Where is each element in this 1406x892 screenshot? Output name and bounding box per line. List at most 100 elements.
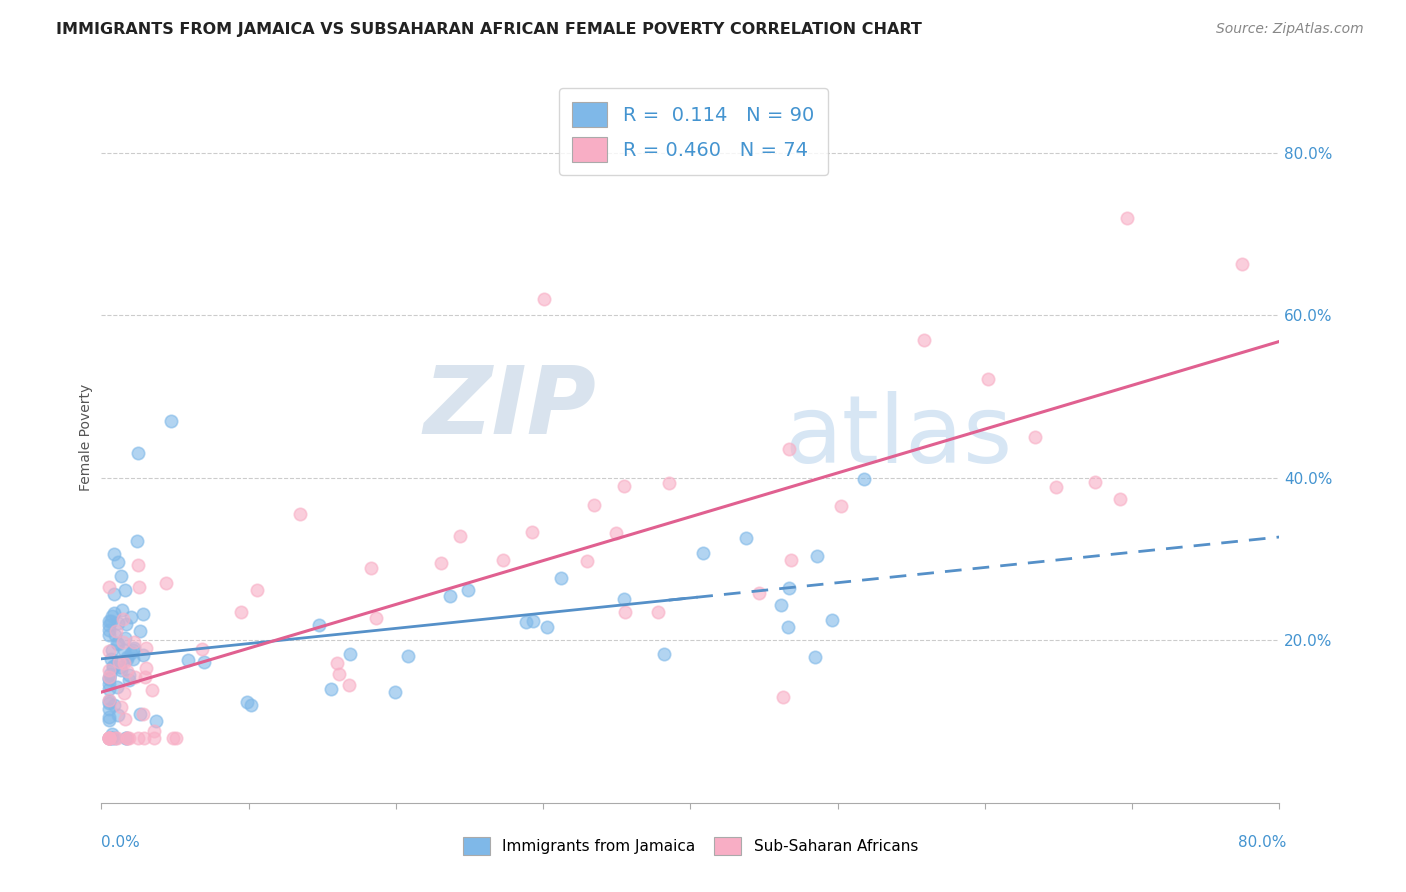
Point (111, 634, 134, 648)
Point (128, 580, 150, 594)
Point (246, 583, 269, 598)
Point (125, 534, 148, 549)
Point (97, 731, 120, 745)
Point (536, 620, 558, 634)
Point (107, 708, 129, 723)
Point (115, 665, 138, 679)
Point (128, 706, 150, 721)
Point (110, 660, 132, 674)
Point (117, 731, 139, 745)
Point (692, 546, 714, 560)
Point (97, 681, 120, 696)
Point (769, 599, 792, 613)
Point (326, 656, 349, 670)
Point (103, 548, 125, 562)
Point (97, 731, 120, 745)
Point (97, 580, 120, 594)
Point (240, 698, 263, 713)
Point (132, 731, 155, 745)
Point (449, 529, 471, 543)
Point (118, 668, 141, 682)
Point (319, 681, 342, 696)
Point (439, 589, 461, 603)
Point (145, 714, 167, 728)
Point (110, 663, 132, 677)
Point (103, 698, 125, 712)
Point (155, 576, 177, 591)
Point (1084, 475, 1107, 490)
Point (97, 694, 120, 708)
Point (134, 670, 156, 684)
Point (613, 592, 636, 607)
Point (129, 624, 152, 638)
Point (108, 655, 131, 669)
Point (107, 637, 129, 651)
Point (97, 731, 120, 745)
Point (110, 699, 132, 714)
Point (104, 624, 127, 638)
Point (107, 636, 129, 650)
Point (576, 554, 599, 568)
Point (114, 632, 136, 646)
Text: IMMIGRANTS FROM JAMAICA VS SUBSAHARAN AFRICAN FEMALE POVERTY CORRELATION CHART: IMMIGRANTS FROM JAMAICA VS SUBSAHARAN AF… (56, 22, 922, 37)
Point (127, 731, 149, 745)
Point (912, 333, 935, 347)
Point (122, 641, 145, 656)
Point (101, 658, 124, 673)
Point (107, 654, 129, 668)
Point (165, 731, 187, 745)
Point (105, 680, 128, 694)
Point (520, 524, 543, 539)
Point (100, 651, 122, 665)
Point (1109, 491, 1132, 506)
Point (772, 690, 794, 705)
Point (114, 712, 136, 726)
Point (778, 581, 800, 595)
Point (120, 646, 142, 660)
Point (515, 615, 537, 629)
Legend: Immigrants from Jamaica, Sub-Saharan Africans: Immigrants from Jamaica, Sub-Saharan Afr… (457, 831, 924, 861)
Point (132, 607, 155, 621)
Point (122, 652, 145, 666)
Point (533, 292, 555, 306)
Point (112, 656, 135, 670)
Point (162, 731, 184, 745)
Text: atlas: atlas (785, 391, 1012, 483)
Point (115, 652, 138, 666)
Point (100, 727, 122, 741)
Point (780, 553, 803, 567)
Point (107, 615, 129, 630)
Point (103, 587, 125, 601)
Point (231, 606, 253, 620)
Point (457, 583, 479, 598)
Point (110, 569, 132, 583)
Point (748, 586, 770, 600)
Point (127, 446, 149, 460)
Point (190, 642, 212, 657)
Point (143, 724, 166, 739)
Point (101, 609, 124, 624)
Point (103, 660, 125, 674)
Point (97, 618, 120, 632)
Point (492, 553, 515, 567)
Point (97, 623, 120, 637)
Point (115, 650, 138, 665)
Point (97, 672, 120, 686)
Point (135, 641, 157, 656)
Point (112, 643, 135, 657)
Point (605, 526, 627, 541)
Point (339, 647, 361, 661)
Point (115, 731, 138, 745)
Point (308, 617, 330, 632)
Point (522, 614, 544, 628)
Point (100, 615, 122, 629)
Point (103, 606, 125, 620)
Point (550, 571, 572, 585)
Point (107, 555, 129, 569)
Point (337, 678, 360, 692)
Text: Source: ZipAtlas.com: Source: ZipAtlas.com (1216, 22, 1364, 37)
Point (1115, 211, 1137, 225)
Point (366, 611, 388, 625)
Point (97, 696, 120, 710)
Text: 0.0%: 0.0% (101, 836, 141, 850)
